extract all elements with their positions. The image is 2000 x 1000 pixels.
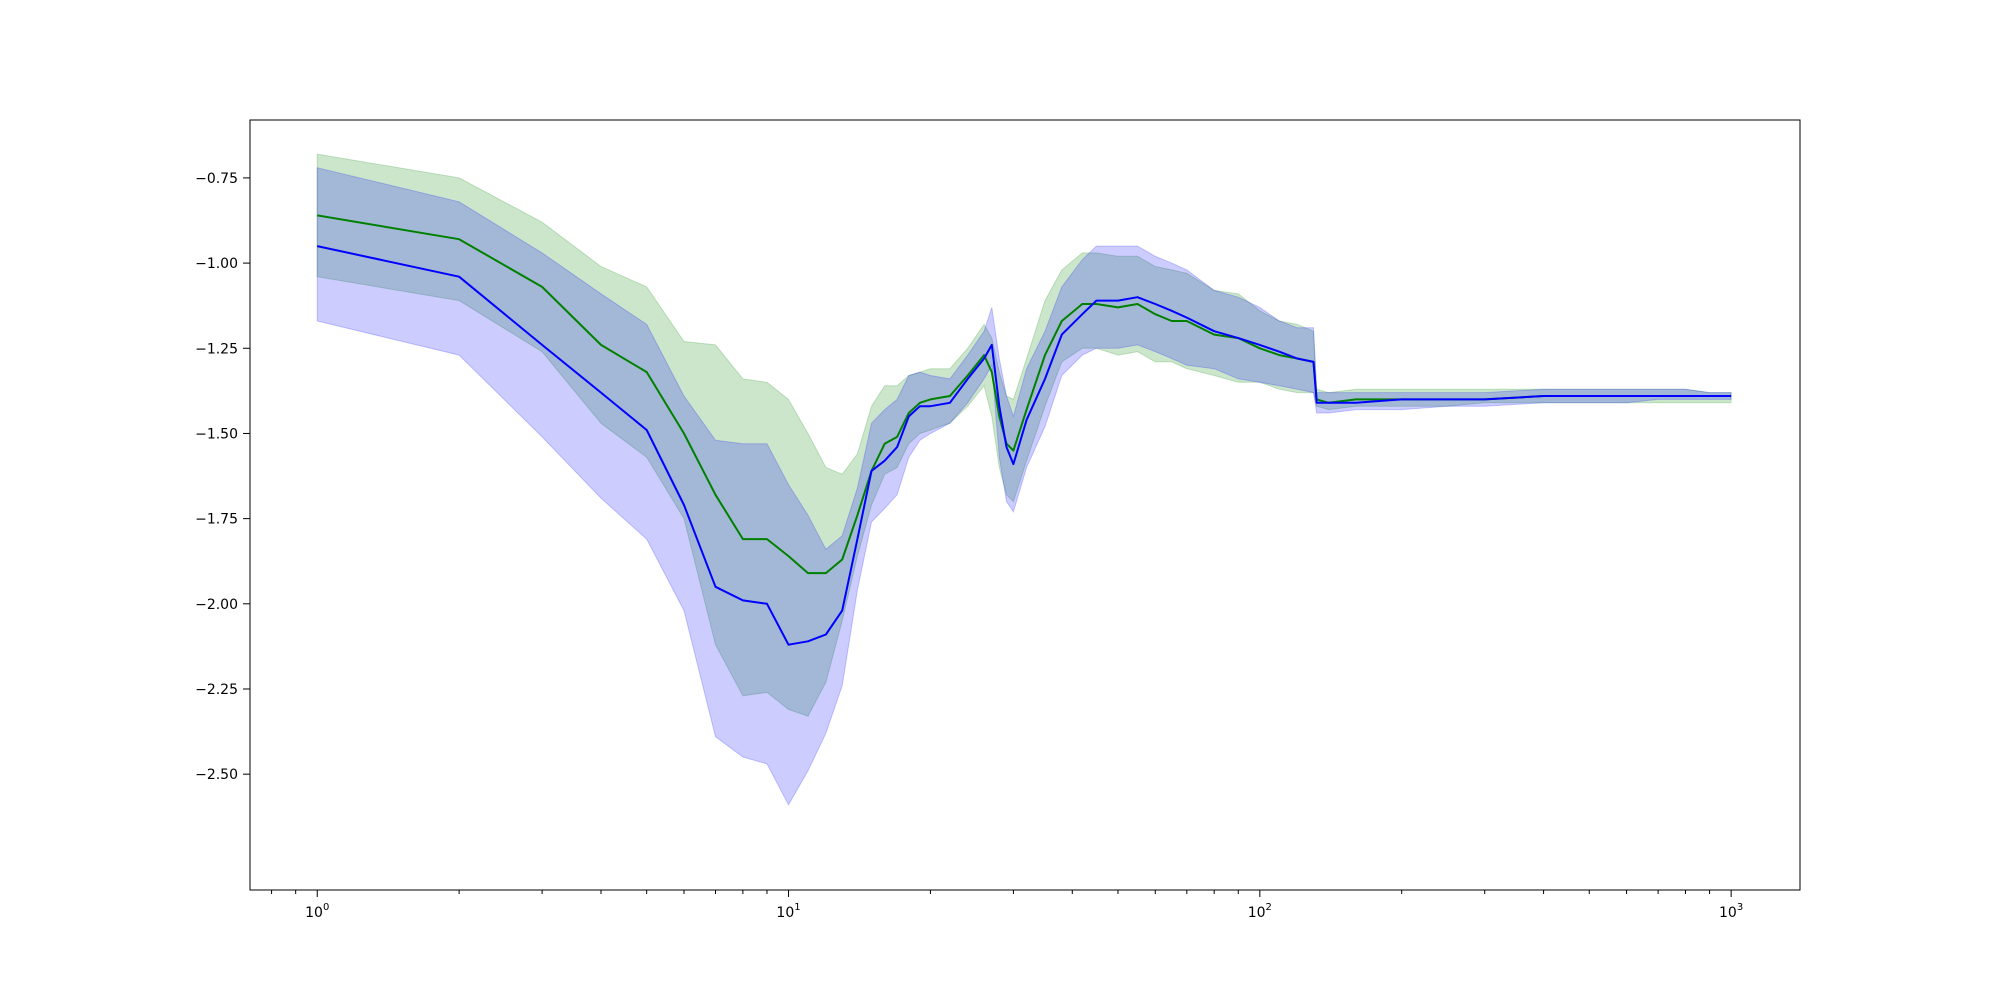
x-tick-label: 101 bbox=[776, 902, 800, 921]
y-tick-label: −1.25 bbox=[195, 341, 238, 357]
series-2-band bbox=[316, 167, 1732, 806]
x-axis: 100 101 102 103 bbox=[271, 890, 1743, 921]
series-1-band bbox=[316, 153, 1732, 717]
x-tick-label: 102 bbox=[1248, 902, 1272, 921]
lines-layer bbox=[316, 214, 1732, 646]
y-axis: −0.75 −1.00 −1.25 −1.50 −1.75 −2.00 −2.25 −2.50 bbox=[195, 171, 250, 783]
y-tick-label: −1.00 bbox=[195, 256, 238, 272]
series-2-line bbox=[316, 245, 1732, 646]
y-tick-label: −2.50 bbox=[195, 767, 238, 783]
x-tick-label: 100 bbox=[305, 902, 329, 921]
bands-layer bbox=[316, 153, 1732, 806]
y-tick-label: −2.00 bbox=[195, 597, 238, 613]
y-tick-label: −0.75 bbox=[195, 171, 238, 187]
x-tick-label: 103 bbox=[1719, 902, 1743, 921]
y-tick-label: −2.25 bbox=[195, 682, 238, 698]
y-tick-label: −1.50 bbox=[195, 426, 238, 442]
plot-frame bbox=[249, 119, 1801, 891]
y-tick-label: −1.75 bbox=[195, 512, 238, 528]
